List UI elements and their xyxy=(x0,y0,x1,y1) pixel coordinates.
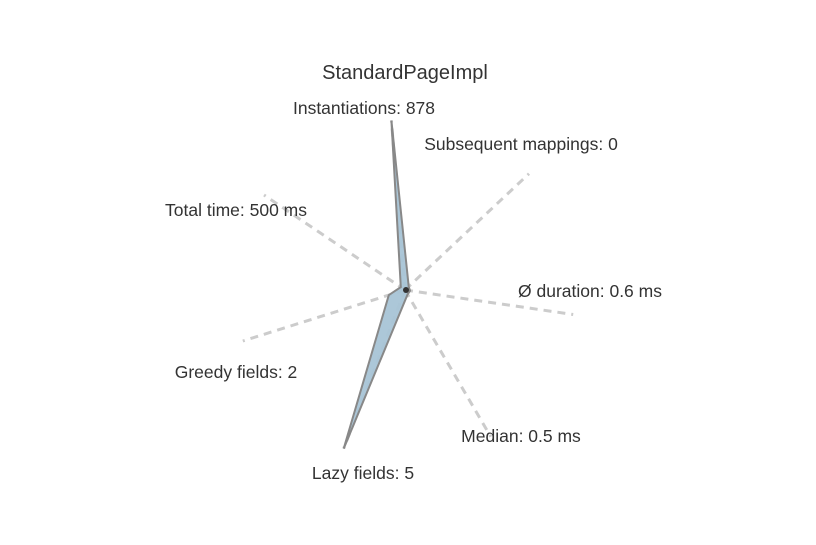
radar-center-point xyxy=(403,287,409,293)
axis-label-greedy-fields: Greedy fields: 2 xyxy=(175,362,298,382)
axis-line-greedy-fields xyxy=(242,288,406,343)
radar-axis-labels: Instantiations: 878 Subsequent mappings: … xyxy=(165,98,662,483)
axis-label-instantiations: Instantiations: 878 xyxy=(293,98,435,118)
axis-line-subsequent-mappings xyxy=(403,172,531,292)
axis-label-subsequent-mappings: Subsequent mappings: 0 xyxy=(424,134,618,154)
radar-data-polygon[interactable] xyxy=(342,120,412,449)
axis-line-avg-duration xyxy=(404,288,574,316)
axis-label-total-time: Total time: 500 ms xyxy=(165,200,307,220)
axis-label-lazy-fields: Lazy fields: 5 xyxy=(312,463,414,483)
axis-label-avg-duration: Ø duration: 0.6 ms xyxy=(518,281,662,301)
axis-line-total-time xyxy=(263,193,406,292)
radar-series xyxy=(342,120,412,449)
axis-line-median xyxy=(403,289,493,438)
chart-title: StandardPageImpl xyxy=(322,62,488,84)
axis-label-median: Median: 0.5 ms xyxy=(461,426,581,446)
